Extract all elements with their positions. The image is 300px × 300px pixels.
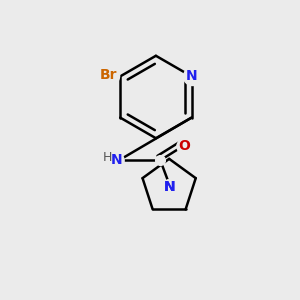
Text: N: N xyxy=(186,69,197,83)
Text: H: H xyxy=(103,152,112,164)
Text: Br: Br xyxy=(100,68,117,82)
Text: N: N xyxy=(163,180,175,194)
Text: N: N xyxy=(163,180,175,194)
Text: O: O xyxy=(178,139,190,153)
Text: N: N xyxy=(110,153,122,167)
